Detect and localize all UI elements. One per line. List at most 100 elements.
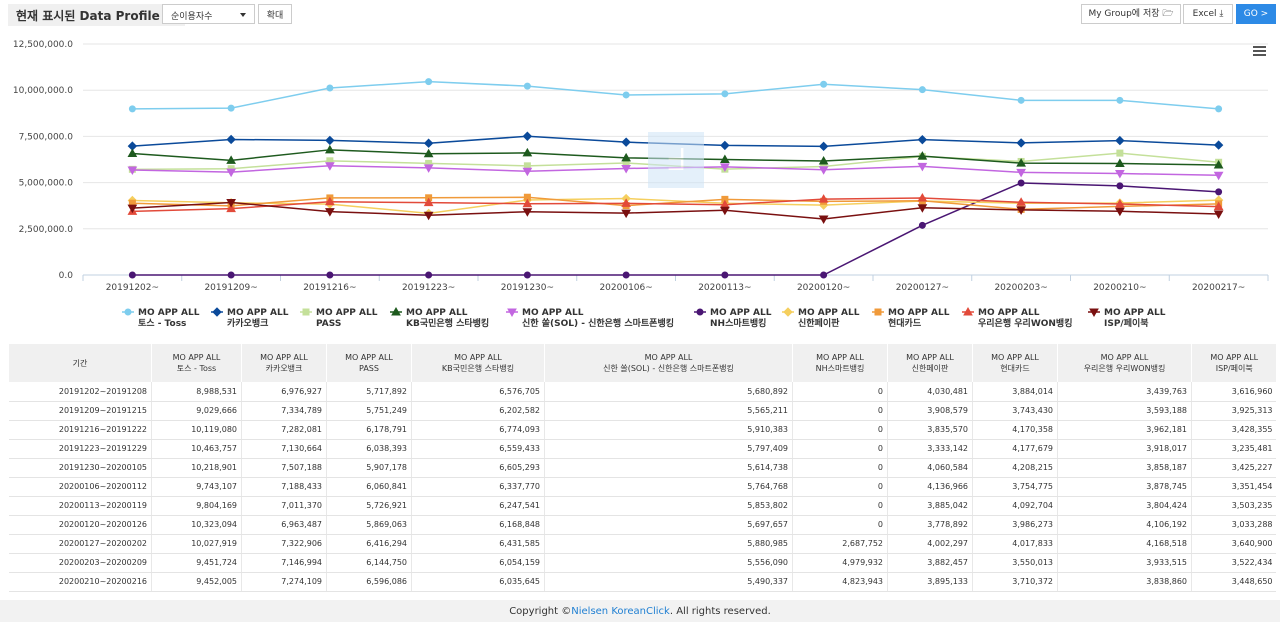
data-point[interactable] [325, 144, 335, 154]
data-point[interactable] [226, 134, 236, 145]
footer-link[interactable]: Nielsen KoreanClick [571, 605, 670, 617]
data-point[interactable] [1215, 188, 1223, 196]
column-header[interactable]: MO APP ALL 우리은행 우리WON뱅킹 [1057, 344, 1192, 382]
data-point[interactable] [1116, 182, 1124, 190]
data-point[interactable] [1017, 179, 1025, 187]
data-point[interactable] [523, 271, 531, 279]
data-point[interactable] [1016, 138, 1026, 148]
data-point[interactable] [423, 164, 434, 173]
data-point[interactable] [621, 198, 631, 207]
column-header[interactable]: MO APP ALL 신한페이판 [887, 344, 973, 382]
data-point[interactable] [226, 203, 236, 213]
data-point[interactable] [1213, 201, 1224, 211]
data-point[interactable] [127, 166, 138, 176]
data-point[interactable] [622, 271, 630, 279]
data-point[interactable] [917, 151, 928, 160]
data-point[interactable] [425, 78, 433, 86]
data-point[interactable] [1115, 158, 1125, 167]
data-point[interactable] [917, 134, 928, 145]
data-point[interactable] [721, 271, 729, 279]
data-point[interactable] [720, 163, 730, 172]
column-header[interactable]: MO APP ALL PASS [326, 344, 412, 382]
data-point[interactable] [523, 82, 531, 90]
column-header[interactable]: MO APP ALL NH스마트뱅킹 [792, 344, 888, 382]
data-point[interactable] [1213, 210, 1224, 220]
data-point[interactable] [721, 90, 729, 98]
column-header[interactable]: MO APP ALL ISP/페이북 [1191, 344, 1276, 382]
data-point[interactable] [720, 154, 730, 164]
data-point[interactable] [127, 148, 138, 157]
expand-button[interactable]: 확대 [258, 4, 292, 24]
column-header[interactable]: MO APP ALL KB국민은행 스타뱅킹 [411, 344, 545, 382]
data-point[interactable] [127, 204, 138, 214]
data-point[interactable] [818, 194, 829, 203]
data-point[interactable] [423, 211, 434, 221]
legend-marker[interactable] [783, 307, 793, 317]
data-point[interactable] [522, 131, 533, 141]
data-point[interactable] [917, 204, 928, 213]
data-point[interactable] [917, 192, 928, 202]
data-point[interactable] [621, 137, 631, 147]
data-point[interactable] [1213, 160, 1224, 169]
legend-marker[interactable] [212, 307, 222, 317]
data-point[interactable] [326, 271, 334, 279]
legend-marker[interactable] [874, 308, 882, 316]
data-point[interactable] [1016, 168, 1026, 178]
legend-marker[interactable] [507, 308, 517, 318]
data-point[interactable] [1215, 105, 1223, 113]
data-point[interactable] [820, 80, 828, 88]
data-point[interactable] [1116, 96, 1124, 104]
data-point[interactable] [820, 271, 828, 279]
column-header[interactable]: MO APP ALL 현대카드 [972, 344, 1058, 382]
data-point[interactable] [1016, 206, 1026, 215]
data-point[interactable] [818, 141, 829, 152]
data-point[interactable] [917, 162, 928, 172]
data-point[interactable] [622, 91, 630, 99]
data-point[interactable] [1115, 135, 1125, 146]
data-point[interactable] [1115, 207, 1125, 217]
data-point[interactable] [621, 152, 631, 162]
excel-download-button[interactable]: Excel ⤓ [1183, 4, 1233, 24]
data-point[interactable] [522, 167, 533, 177]
data-point[interactable] [128, 271, 136, 279]
data-point[interactable] [1116, 149, 1124, 157]
data-point[interactable] [325, 162, 335, 171]
data-point[interactable] [918, 86, 926, 94]
data-point[interactable] [425, 271, 433, 279]
data-point[interactable] [325, 135, 335, 146]
legend-marker[interactable] [963, 306, 973, 316]
data-point[interactable] [226, 198, 236, 208]
column-header[interactable]: MO APP ALL 신한 쏠(SOL) - 신한은행 스마트폰뱅킹 [544, 344, 793, 382]
legend-marker[interactable] [124, 308, 132, 316]
data-point[interactable] [227, 271, 235, 279]
chart-menu-icon[interactable] [1253, 46, 1266, 57]
data-point[interactable] [1016, 158, 1026, 167]
go-button[interactable]: GO > [1236, 4, 1276, 24]
legend-marker[interactable] [1089, 308, 1099, 318]
data-point[interactable] [1016, 197, 1026, 206]
legend-marker[interactable] [696, 308, 704, 316]
data-point[interactable] [1213, 140, 1224, 150]
data-point[interactable] [621, 209, 631, 219]
data-point[interactable] [621, 164, 631, 174]
legend-marker[interactable] [391, 306, 401, 316]
data-point[interactable] [423, 138, 434, 148]
data-point[interactable] [325, 208, 335, 217]
data-point[interactable] [1115, 199, 1125, 208]
data-point[interactable] [1213, 171, 1224, 181]
data-point[interactable] [227, 104, 235, 112]
data-point[interactable] [720, 206, 730, 216]
data-point[interactable] [226, 155, 236, 164]
data-point[interactable] [128, 105, 136, 113]
data-point[interactable] [522, 198, 533, 208]
data-point[interactable] [1115, 170, 1125, 179]
save-to-group-button[interactable]: My Group에 저장 🗁 [1081, 4, 1181, 24]
data-point[interactable] [818, 215, 829, 224]
metric-select[interactable]: 순이용자수 [162, 4, 255, 24]
